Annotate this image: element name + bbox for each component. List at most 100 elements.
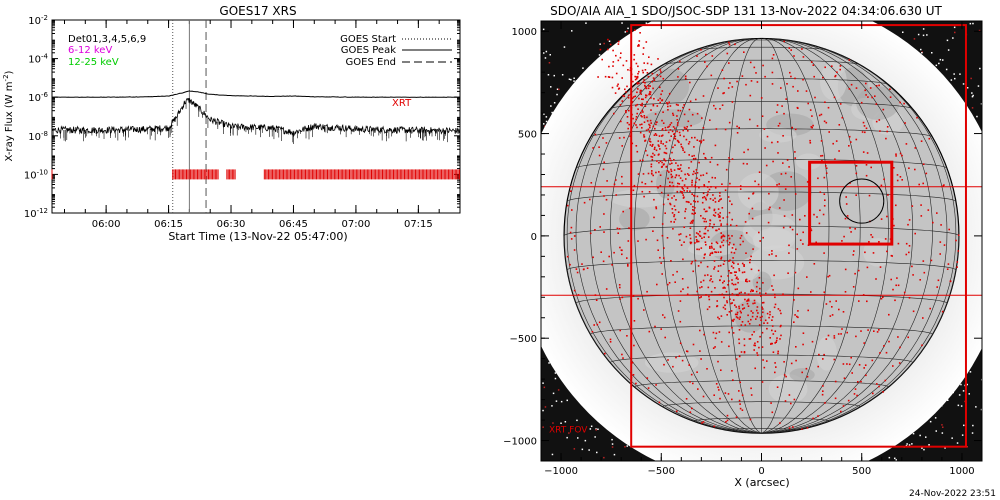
difference-point [662,111,664,113]
difference-point [635,124,637,126]
difference-point [677,168,679,170]
difference-point [692,158,695,160]
difference-point [721,69,724,71]
difference-point [698,161,700,164]
difference-point [818,353,820,356]
difference-point [730,302,732,305]
difference-point [739,381,741,384]
difference-point [846,215,849,217]
difference-point [673,205,676,207]
y-tick-label: 500 [518,130,537,141]
difference-point [747,320,750,323]
difference-point [720,369,722,371]
difference-point [730,224,732,226]
difference-point [717,87,719,89]
difference-point [738,355,741,358]
difference-point [691,407,693,410]
x-tick-label: 500 [852,466,871,477]
difference-point [689,227,692,229]
right-plot-title: SDO/AIA AIA_1 SDO/JSOC-SDP 131 13-Nov-20… [550,4,942,18]
difference-point [668,101,670,104]
difference-point [892,288,894,291]
difference-point [711,280,714,283]
difference-point [858,300,860,302]
difference-point [631,361,634,364]
difference-point [758,324,761,326]
difference-point [646,290,648,293]
noise-pixel [913,38,916,40]
difference-point [700,140,703,142]
difference-point [878,385,880,388]
difference-point [618,137,621,139]
difference-point [848,135,851,138]
difference-point [776,141,779,143]
difference-point [694,136,696,139]
noise-pixel [947,49,950,51]
difference-point [721,104,724,106]
difference-point [761,115,764,117]
difference-point [912,310,915,313]
difference-point [689,411,692,413]
difference-point [656,160,658,162]
difference-point [720,256,723,259]
difference-point [733,318,735,321]
difference-point [651,158,654,161]
difference-point [641,115,643,118]
difference-point [642,159,644,162]
noise-pixel [542,382,544,384]
difference-point [772,333,775,335]
difference-point [689,190,691,193]
difference-point [707,236,710,238]
difference-point [809,139,811,142]
difference-point [762,282,764,284]
difference-point [775,366,777,368]
difference-point [670,173,672,176]
difference-point [617,59,620,62]
difference-point [743,265,745,267]
difference-point [914,168,916,171]
difference-point [692,206,694,208]
difference-point [720,232,722,234]
difference-point [643,115,646,117]
difference-point [570,238,573,240]
difference-point [802,332,805,334]
difference-point [713,209,716,212]
difference-point [644,69,647,71]
difference-point [644,105,647,107]
difference-point [823,252,825,254]
difference-point [831,306,833,308]
noise-pixel [581,448,584,451]
x-tick-label: −500 [648,466,675,477]
difference-point [689,241,692,244]
difference-point [618,228,621,230]
difference-point [675,199,677,201]
difference-point [635,62,638,65]
difference-point [632,295,635,297]
difference-point [697,265,700,267]
difference-point [811,340,814,343]
difference-point [809,142,812,144]
difference-point [841,116,844,119]
difference-point [833,96,836,99]
noise-pixel [585,22,587,24]
difference-point [824,402,826,404]
difference-point [756,341,759,343]
difference-point [785,98,787,100]
map-overlays: XRT FOV [541,24,982,448]
difference-point [751,333,753,336]
difference-point [731,203,733,206]
legend-goes-start: GOES Start [340,34,396,45]
difference-point [639,89,642,92]
difference-point [715,332,718,335]
difference-point [811,126,813,129]
difference-point [728,160,731,163]
difference-point [650,180,653,183]
difference-point [742,240,744,243]
difference-point [671,208,674,210]
difference-point [799,239,802,241]
difference-point [726,301,728,304]
difference-point [768,254,771,256]
difference-point [611,86,614,89]
difference-point [623,95,626,98]
difference-point [615,179,617,181]
